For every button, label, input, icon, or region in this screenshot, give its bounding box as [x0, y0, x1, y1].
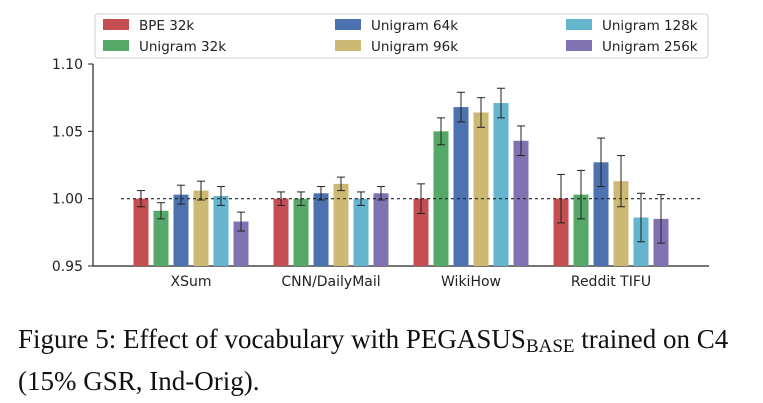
bar [413, 198, 429, 266]
bar [213, 195, 229, 266]
bar [593, 162, 609, 266]
bar [513, 140, 529, 266]
legend-label: Unigram 32k [139, 39, 226, 55]
bar [293, 198, 309, 266]
figure-caption: Figure 5: Effect of vocabulary with PEGA… [18, 322, 758, 398]
bar [273, 198, 289, 266]
legend-swatch [335, 40, 361, 51]
legend-label: Unigram 128k [602, 18, 698, 34]
bar [193, 190, 209, 266]
bar [353, 198, 369, 266]
y-tick-label: 1.05 [52, 124, 83, 140]
bar-chart: BPE 32k Unigram 32k Unigram 64k Unigram 96k… [52, 13, 709, 290]
legend-label: Unigram 256k [602, 39, 698, 55]
caption-rest: trained on C4 (15% GSR, Ind-Orig). [18, 324, 729, 396]
bar [573, 194, 589, 266]
bar [233, 221, 249, 266]
bar [493, 103, 509, 266]
legend-frame [94, 13, 709, 59]
plot-area: 0.95 1.00 1.05 1.10 XSum CNN/DailyMail WikiHow… [52, 57, 709, 290]
bar [373, 193, 389, 266]
bar [453, 107, 469, 267]
y-tick-label: 0.95 [52, 259, 83, 275]
bar [333, 183, 349, 266]
bar [313, 193, 329, 266]
chart-legend: BPE 32k Unigram 32k Unigram 64k Unigram 96k… [94, 13, 709, 59]
legend-swatch [566, 40, 592, 51]
x-tick-label: XSum [171, 274, 212, 290]
legend-swatch [335, 19, 361, 30]
legend-label: Unigram 96k [371, 39, 458, 55]
legend-label: BPE 32k [139, 18, 194, 34]
caption-lead: Figure 5: Effect of vocabulary with PEGA… [18, 324, 526, 354]
legend-swatch [566, 19, 592, 30]
bar [553, 198, 569, 266]
x-tick-label: WikiHow [441, 274, 501, 290]
bar [613, 181, 629, 266]
legend-swatch [103, 40, 129, 51]
bar [133, 198, 149, 266]
legend-label: Unigram 64k [371, 18, 458, 34]
y-tick-label: 1.00 [52, 192, 83, 208]
bar [173, 194, 189, 266]
x-tick-label: Reddit TIFU [571, 274, 651, 290]
x-tick-label: CNN/DailyMail [281, 274, 380, 290]
y-tick-label: 1.10 [52, 57, 83, 73]
legend-swatch [103, 19, 129, 30]
bar [153, 210, 169, 266]
bar [473, 112, 489, 266]
caption-subscript: BASE [525, 336, 575, 357]
